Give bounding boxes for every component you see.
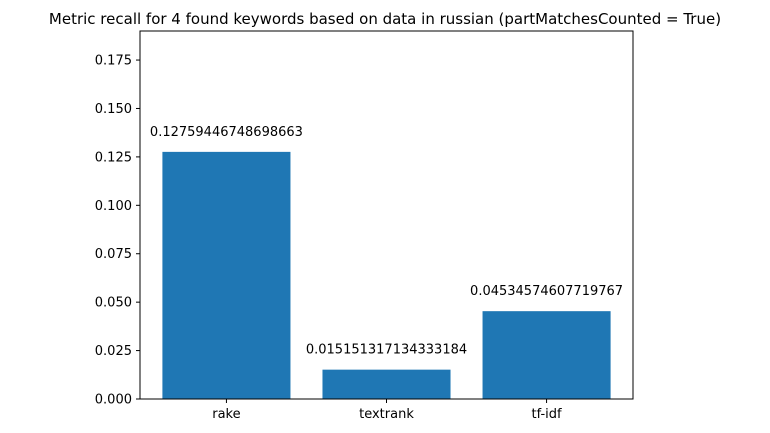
- axes-frame: [139, 30, 634, 400]
- data-label-rake: 0.12759446748698663: [150, 125, 303, 140]
- bar-textrank: [322, 369, 451, 399]
- y-tick-label: 0.000: [95, 393, 132, 408]
- chart-title: Metric recall for 4 found keywords based…: [49, 10, 721, 28]
- y-tick-label: 0.150: [95, 102, 132, 117]
- x-tick-label-tf-idf: tf-idf: [532, 407, 563, 422]
- y-tick-label: 0.100: [95, 199, 132, 214]
- x-tick-label-rake: rake: [212, 407, 240, 422]
- plot-area: 0.12759446748698663 0.015151317134333184 0…: [95, 30, 634, 422]
- bar-rake: [162, 151, 291, 399]
- y-tick-label: 0.050: [95, 296, 132, 311]
- y-tick-label: 0.175: [95, 54, 132, 69]
- y-tick-label: 0.075: [95, 247, 132, 262]
- data-label-textrank: 0.015151317134333184: [306, 343, 467, 358]
- y-tick-label: 0.125: [95, 150, 132, 165]
- data-label-tf-idf: 0.04534574607719767: [470, 284, 623, 299]
- x-tick-label-textrank: textrank: [359, 407, 414, 422]
- bar-tf-idf: [482, 311, 611, 399]
- y-tick-label: 0.025: [95, 344, 132, 359]
